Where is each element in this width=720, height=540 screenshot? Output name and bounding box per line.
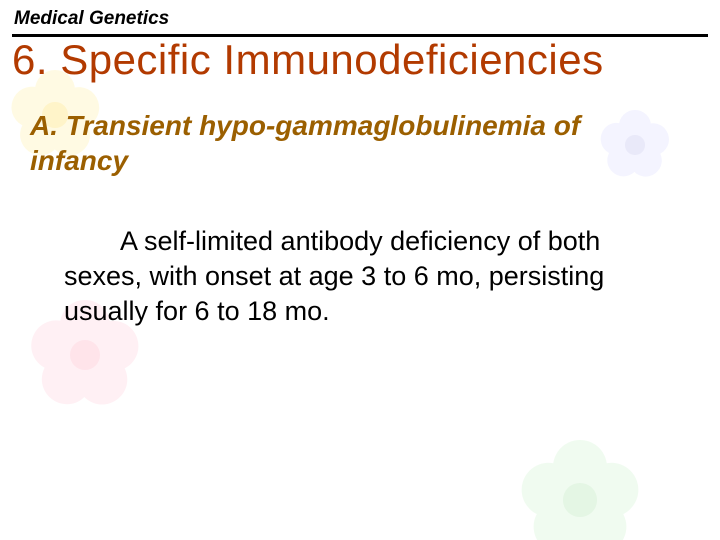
- body-text-content: A self-limited antibody deficiency of bo…: [64, 226, 604, 326]
- slide-title: 6. Specific Immunodeficiencies: [12, 36, 604, 84]
- body-paragraph: A self-limited antibody deficiency of bo…: [64, 224, 674, 329]
- subheading: A. Transient hypo-gammaglobulinemia of i…: [30, 108, 670, 178]
- header-label: Medical Genetics: [14, 8, 169, 30]
